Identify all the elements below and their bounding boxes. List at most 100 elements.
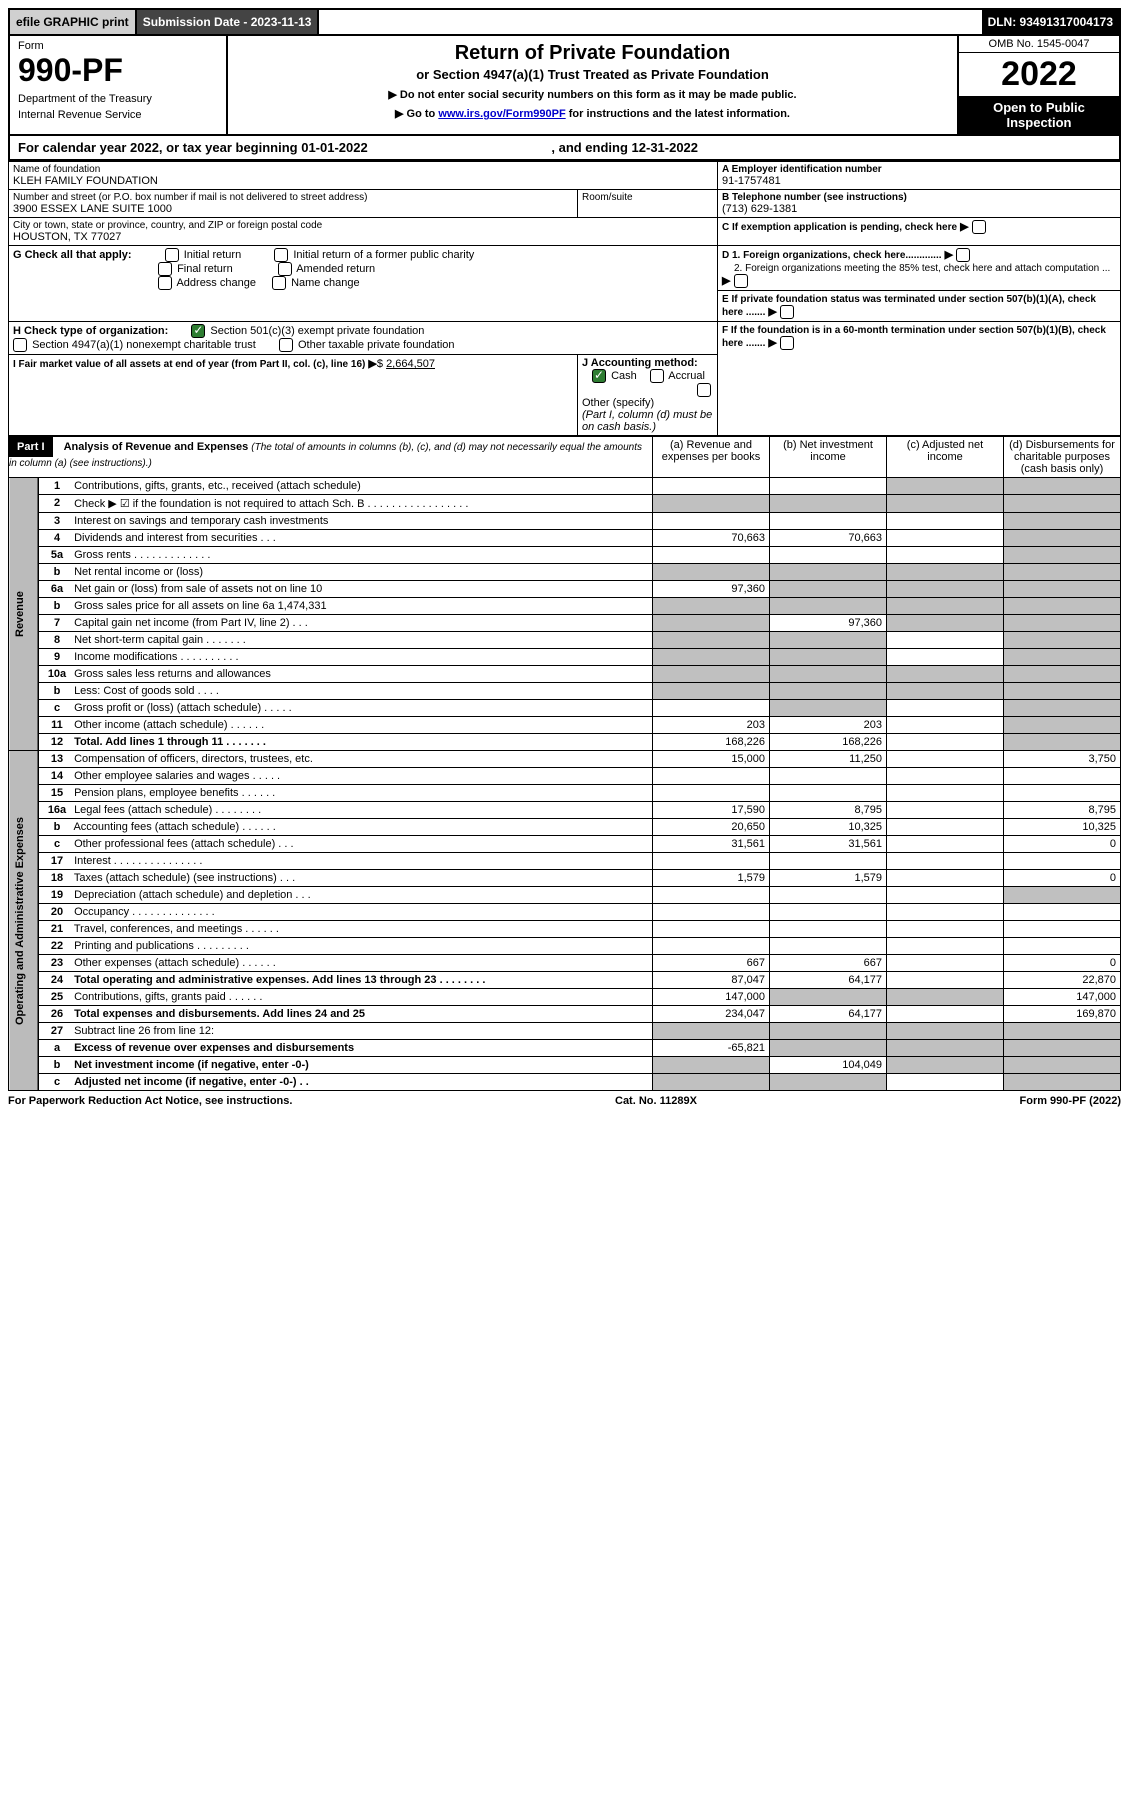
amount-cell	[887, 955, 1004, 972]
table-row: Operating and Administrative Expenses13 …	[9, 751, 1121, 768]
amount-cell	[887, 1006, 1004, 1023]
amount-cell: 10,325	[770, 819, 887, 836]
row-desc: Taxes (attach schedule) (see instruction…	[74, 872, 295, 884]
arrow-icon: ▶	[960, 221, 968, 233]
amount-cell	[770, 1074, 887, 1091]
amount-cell	[1004, 921, 1121, 938]
amount-cell: 97,360	[653, 581, 770, 598]
amount-cell	[887, 1023, 1004, 1040]
d2-checkbox[interactable]	[734, 274, 748, 288]
amount-cell	[653, 1074, 770, 1091]
amount-cell	[887, 938, 1004, 955]
d2-label: 2. Foreign organizations meeting the 85%…	[734, 263, 1110, 274]
row-num: a	[43, 1042, 71, 1054]
c-checkbox[interactable]	[972, 220, 986, 234]
h-501c3-checkbox[interactable]	[191, 324, 205, 338]
f-checkbox[interactable]	[780, 336, 794, 350]
g-opt-1: Final return	[177, 263, 233, 275]
address: 3900 ESSEX LANE SUITE 1000	[13, 203, 573, 215]
table-row: 2 Check ▶ ☑ if the foundation is not req…	[9, 495, 1121, 513]
amount-cell: 64,177	[770, 972, 887, 989]
row-num: 20	[43, 906, 71, 918]
amount-cell: 97,360	[770, 615, 887, 632]
table-row: 12 Total. Add lines 1 through 11 . . . .…	[9, 734, 1121, 751]
amount-cell	[1004, 785, 1121, 802]
amount-cell	[653, 785, 770, 802]
row-num: 9	[43, 651, 71, 663]
j-other-checkbox[interactable]	[697, 383, 711, 397]
amount-cell	[887, 478, 1004, 495]
arrow-icon: ▶	[768, 306, 776, 318]
g-initial-former-checkbox[interactable]	[274, 248, 288, 262]
row-desc: Compensation of officers, directors, tru…	[74, 753, 313, 765]
open-public: Open to Public Inspection	[959, 96, 1119, 134]
cal-year-begin: For calendar year 2022, or tax year begi…	[18, 140, 368, 155]
row-num: 16a	[43, 804, 71, 816]
row-desc: Contributions, gifts, grants, etc., rece…	[74, 480, 361, 492]
amount-cell	[770, 1023, 887, 1040]
amount-cell	[1004, 904, 1121, 921]
amount-cell	[770, 887, 887, 904]
g-opt-2: Address change	[176, 277, 256, 289]
table-row: 7 Capital gain net income (from Part IV,…	[9, 615, 1121, 632]
table-row: b Net rental income or (loss)	[9, 564, 1121, 581]
row-num: 15	[43, 787, 71, 799]
amount-cell	[653, 666, 770, 683]
amount-cell	[653, 564, 770, 581]
amount-cell	[770, 904, 887, 921]
row-desc: Other expenses (attach schedule) . . . .…	[74, 957, 276, 969]
amount-cell: 64,177	[770, 1006, 887, 1023]
arrow-icon: ▶	[368, 358, 376, 370]
e-label: E If private foundation status was termi…	[722, 294, 1096, 318]
row-desc: Accounting fees (attach schedule) . . . …	[73, 821, 275, 833]
row-desc: Pension plans, employee benefits . . . .…	[74, 787, 275, 799]
amount-cell	[770, 853, 887, 870]
amount-cell	[770, 581, 887, 598]
e-checkbox[interactable]	[780, 305, 794, 319]
g-initial-checkbox[interactable]	[165, 248, 179, 262]
amount-cell	[1004, 581, 1121, 598]
amount-cell	[653, 887, 770, 904]
table-row: 25 Contributions, gifts, grants paid . .…	[9, 989, 1121, 1006]
row-num: 24	[43, 974, 71, 986]
arrow-icon: ▶	[945, 249, 953, 261]
j-cash-checkbox[interactable]	[592, 369, 606, 383]
amount-cell: 667	[653, 955, 770, 972]
amount-cell	[887, 1040, 1004, 1057]
g-final-checkbox[interactable]	[158, 262, 172, 276]
g-opt-0: Initial return	[184, 249, 241, 261]
row-num: b	[43, 821, 71, 833]
part1-title: Analysis of Revenue and Expenses	[64, 441, 249, 453]
efile-print-button[interactable]: efile GRAPHIC print	[10, 10, 137, 34]
j-accrual-checkbox[interactable]	[650, 369, 664, 383]
row-num: 1	[43, 480, 71, 492]
table-row: b Gross sales price for all assets on li…	[9, 598, 1121, 615]
row-desc: Other professional fees (attach schedule…	[74, 838, 294, 850]
amount-cell	[887, 768, 1004, 785]
amount-cell	[887, 615, 1004, 632]
amount-cell	[887, 683, 1004, 700]
row-num: 3	[43, 515, 71, 527]
h-4947-checkbox[interactable]	[13, 338, 27, 352]
g-name-checkbox[interactable]	[272, 276, 286, 290]
g-address-checkbox[interactable]	[158, 276, 172, 290]
row-num: 5a	[43, 549, 71, 561]
row-desc: Total operating and administrative expen…	[74, 974, 485, 986]
d1-checkbox[interactable]	[956, 248, 970, 262]
amount-cell	[1004, 598, 1121, 615]
table-row: 17 Interest . . . . . . . . . . . . . . …	[9, 853, 1121, 870]
amount-cell	[653, 683, 770, 700]
g-amended-checkbox[interactable]	[278, 262, 292, 276]
amount-cell	[887, 870, 1004, 887]
amount-cell	[887, 785, 1004, 802]
h-other-checkbox[interactable]	[279, 338, 293, 352]
amount-cell: 8,795	[770, 802, 887, 819]
goto-note: ▶ Go to www.irs.gov/Form990PF for instru…	[234, 107, 951, 120]
irs-link[interactable]: www.irs.gov/Form990PF	[438, 108, 565, 120]
amount-cell	[887, 904, 1004, 921]
row-desc: Gross sales price for all assets on line…	[74, 600, 327, 612]
amount-cell	[1004, 513, 1121, 530]
amount-cell: 147,000	[1004, 989, 1121, 1006]
foundation-name: KLEH FAMILY FOUNDATION	[13, 175, 713, 187]
table-row: 23 Other expenses (attach schedule) . . …	[9, 955, 1121, 972]
